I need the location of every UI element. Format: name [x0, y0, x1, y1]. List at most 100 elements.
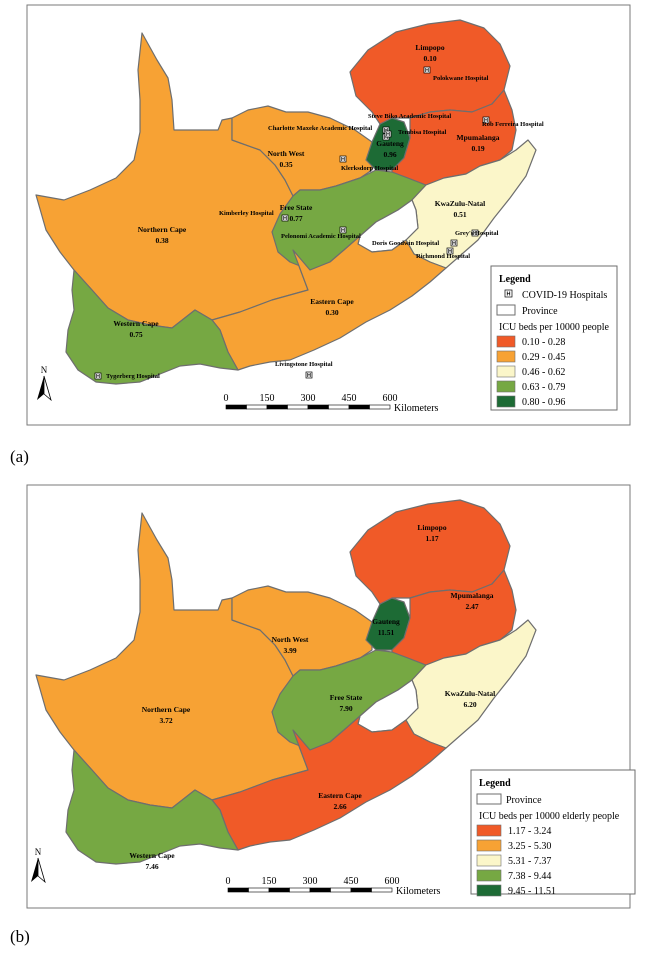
- legend-class-label: 7.38 - 9.44: [508, 871, 551, 882]
- hospital-name-label: Rob Ferreira Hospital: [482, 121, 544, 128]
- province-name-label: Eastern Cape: [318, 791, 362, 800]
- scale-tick-label: 600: [383, 393, 398, 404]
- legend-a: Legend H COVID-19 Hospitals Province ICU…: [490, 265, 618, 411]
- scale-unit-label: Kilometers: [394, 403, 439, 414]
- hospital-name-label: Richmond Hospital: [416, 253, 470, 260]
- scale-bar-segment: [225, 404, 247, 410]
- legend-ramp-title: ICU beds per 10000 people: [499, 322, 610, 333]
- province-name-label: North West: [272, 635, 309, 644]
- hospital-icon: [305, 371, 313, 379]
- province-value-label: 0.19: [471, 144, 484, 153]
- hospital-icon: [423, 66, 431, 74]
- hospital-icon: [446, 247, 454, 255]
- legend-class-swatch: [476, 869, 502, 882]
- panel-label-a: (a): [10, 447, 29, 466]
- scale-bar-segment: [287, 404, 309, 410]
- province-value-label: 3.99: [283, 646, 296, 655]
- legend-class-label: 0.80 - 0.96: [522, 397, 565, 408]
- legend-class-swatch: [496, 350, 516, 363]
- province-name-label: Northern Cape: [138, 225, 187, 234]
- hospital-icon: [281, 214, 289, 222]
- province-value-label: 2.66: [333, 802, 346, 811]
- scale-tick-label: 450: [342, 393, 357, 404]
- hospital-icon: [339, 226, 347, 234]
- scale-bar-segment: [371, 887, 393, 893]
- legend-class-swatch: [496, 380, 516, 393]
- hospital-marker: H Tembisa Hospital: [384, 129, 447, 138]
- scale-bar-segment: [350, 887, 372, 893]
- scale-tick-label: 0: [226, 876, 231, 887]
- legend-class-label: 0.29 - 0.45: [522, 352, 565, 363]
- scale-tick-label: 600: [385, 876, 400, 887]
- hospital-icon: [471, 229, 479, 237]
- province-name-label: Limpopo: [415, 43, 444, 52]
- legend-class-label: 3.25 - 5.30: [508, 841, 551, 852]
- hospital-name-label: Grey's Hospital: [455, 230, 499, 237]
- legend-province-entry: Province: [506, 795, 542, 806]
- hospital-symbol: H: [448, 249, 452, 255]
- scale-bar-segment: [246, 404, 268, 410]
- hospital-icon: [384, 130, 392, 138]
- scale-bar-segment: [248, 887, 270, 893]
- province-name-label: Free State: [330, 693, 363, 702]
- province-legend-swatch: [476, 793, 502, 805]
- province-name-label: Western Cape: [129, 851, 175, 860]
- province-value-label: 0.96: [383, 150, 396, 159]
- hospital-icon: [94, 372, 102, 380]
- legend-class-swatch: [496, 395, 516, 408]
- hospital-name-label: Doris Goodwin Hospital: [372, 240, 439, 247]
- legend-hospital-entry: COVID-19 Hospitals: [522, 290, 607, 301]
- svg-text:N: N: [41, 365, 48, 375]
- province-value-label: 7.90: [339, 704, 352, 713]
- hospital-name-label: Steve Biko Academic Hospital: [368, 113, 451, 120]
- north-arrow-a: N: [37, 365, 52, 402]
- svg-text:N: N: [35, 847, 42, 857]
- scale-bar-segment: [227, 887, 249, 893]
- province-value-label: 2.47: [465, 602, 478, 611]
- scale-bar-segment: [309, 887, 331, 893]
- province-name-label: Eastern Cape: [310, 297, 354, 306]
- hospital-symbol: H: [307, 373, 311, 379]
- hospital-symbol: H: [386, 132, 390, 138]
- scale-tick-label: 150: [262, 876, 277, 887]
- province-western-cape: [65, 749, 239, 865]
- scale-bar-segment: [307, 404, 329, 410]
- scale-bar-segment: [328, 404, 350, 410]
- hospital-marker: H Polokwane Hospital: [423, 66, 489, 82]
- legend-b: Legend Province ICU beds per 10000 elder…: [470, 769, 636, 897]
- scale-tick-label: 0: [224, 393, 229, 404]
- legend-class-swatch: [476, 884, 502, 897]
- legend-class-swatch: [476, 839, 502, 852]
- hospital-symbol: H: [452, 241, 456, 247]
- province-value-label: 6.20: [463, 700, 476, 709]
- hospital-symbol: H: [283, 216, 287, 222]
- legend-title: Legend: [499, 274, 531, 285]
- map-panel-a: Limpopo 0.10 Mpumalanga 0.19 Gauteng 0.96 Nort…: [10, 4, 631, 466]
- scale-bar-segment: [268, 887, 290, 893]
- hospital-marker: H Kimberley Hospital: [219, 210, 289, 222]
- north-arrow-b: N: [31, 847, 46, 884]
- scale-bar-segment: [289, 887, 311, 893]
- province-name-label: KwaZulu-Natal: [445, 689, 495, 698]
- province-value-label: 1.17: [425, 534, 438, 543]
- province-western-cape: [65, 269, 239, 385]
- scale-tick-label: 300: [303, 876, 318, 887]
- hospital-name-label: Tygerberg Hospital: [106, 373, 160, 380]
- province-name-label: Northern Cape: [142, 705, 191, 714]
- province-name-label: KwaZulu-Natal: [435, 199, 485, 208]
- hospital-name-label: Polokwane Hospital: [433, 75, 489, 82]
- hospital-marker: H Doris Goodwin Hospital: [372, 239, 458, 247]
- hospital-name-label: Charlotte Maxeke Academic Hospital: [268, 125, 372, 132]
- hospital-icon: [482, 116, 490, 124]
- hospital-icon: [450, 239, 458, 247]
- hospital-name-label: Kimberley Hospital: [219, 210, 274, 217]
- scale-bar-segment: [369, 404, 391, 410]
- hospital-marker: H Tygerberg Hospital: [94, 372, 160, 380]
- map-panel-b: Limpopo 1.17 Mpumalanga 2.47 Gauteng 11.51 Nor…: [10, 484, 636, 946]
- legend-class-swatch: [496, 335, 516, 348]
- hospital-name-label: Pelonomi Academic Hospital: [281, 233, 361, 240]
- hospital-icon: [339, 155, 347, 163]
